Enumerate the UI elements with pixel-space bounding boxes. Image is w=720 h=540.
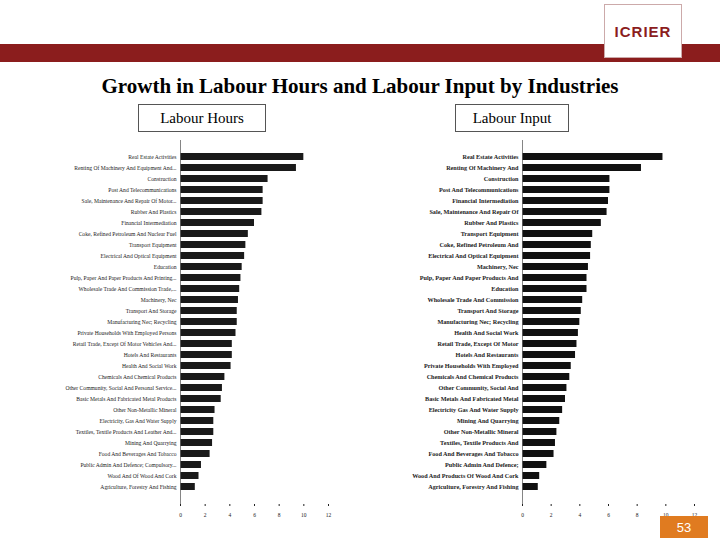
svg-text:Transport And Storage: Transport And Storage — [457, 307, 518, 314]
svg-text:Renting Of Machinery And Equip: Renting Of Machinery And Equipment And..… — [74, 165, 177, 171]
svg-text:10: 10 — [301, 512, 307, 518]
svg-text:Textiles, Textile Products And: Textiles, Textile Products And — [440, 439, 519, 446]
svg-text:Mining And Quarrying: Mining And Quarrying — [125, 440, 177, 446]
svg-text:Hotels And Restaurants: Hotels And Restaurants — [124, 352, 177, 358]
svg-text:Basic Metals And Fabricated Me: Basic Metals And Fabricated Metal — [425, 395, 519, 402]
svg-text:Electricity Gas And Water Supp: Electricity Gas And Water Supply — [429, 406, 520, 413]
svg-text:Electrical And Optical Equipme: Electrical And Optical Equipment — [428, 252, 519, 259]
svg-text:Mining And Quarrying: Mining And Quarrying — [457, 417, 519, 424]
svg-text:Agriculture, Forestry And Fish: Agriculture, Forestry And Fishing — [428, 483, 519, 490]
svg-text:Education: Education — [154, 264, 177, 270]
svg-text:Health And Social Work: Health And Social Work — [122, 363, 177, 369]
svg-text:8: 8 — [278, 512, 281, 518]
svg-text:12: 12 — [326, 512, 332, 518]
html-text:ICRIER: ICRIER — [614, 22, 672, 40]
html-text:Labour Hours: Labour Hours — [160, 109, 244, 126]
svg-text:2: 2 — [550, 512, 553, 518]
svg-text:Other Non-Metallic Mineral: Other Non-Metallic Mineral — [444, 428, 519, 435]
svg-text:6: 6 — [607, 512, 610, 518]
svg-text:Private Households With Employ: Private Households With Employed Persons — [77, 330, 176, 336]
svg-text:Coke, Refined Petroleum And: Coke, Refined Petroleum And — [440, 241, 520, 248]
svg-text:Transport And Storage: Transport And Storage — [126, 308, 177, 314]
svg-text:Post And Telecommunications: Post And Telecommunications — [108, 187, 176, 193]
svg-text:Chemicals And Chemical Product: Chemicals And Chemical Products — [427, 373, 519, 380]
svg-text:Other Community, Social And Pe: Other Community, Social And Personal Ser… — [65, 385, 177, 391]
svg-text:4: 4 — [578, 512, 581, 518]
svg-text:0: 0 — [179, 512, 182, 518]
svg-text:Hotels And Restaurants: Hotels And Restaurants — [456, 351, 520, 358]
html-text:53: 53 — [676, 519, 692, 535]
svg-text:Transport Equipment: Transport Equipment — [461, 230, 520, 237]
svg-text:Chemicals And Chemical Product: Chemicals And Chemical Products — [98, 374, 176, 380]
svg-text:6: 6 — [253, 512, 256, 518]
svg-text:Private Households With Employ: Private Households With Employed — [424, 362, 519, 369]
svg-text:Wood And Products Of Wood And: Wood And Products Of Wood And Cork — [412, 472, 519, 479]
svg-text:Public Admin And Defence; Comp: Public Admin And Defence; Compulsory... — [80, 462, 177, 468]
svg-text:Manufacturing Nec; Recycling: Manufacturing Nec; Recycling — [107, 319, 176, 325]
svg-text:Pulp, Paper And Paper Products: Pulp, Paper And Paper Products And Print… — [71, 275, 178, 281]
svg-text:Sale, Maintenance And Repair O: Sale, Maintenance And Repair Of — [429, 208, 519, 215]
svg-text:Education: Education — [491, 285, 519, 292]
svg-text:Transport Equipment: Transport Equipment — [129, 242, 177, 248]
svg-text:Other Non-Metallic Mineral: Other Non-Metallic Mineral — [113, 407, 177, 413]
svg-text:Public Admin And Defence;: Public Admin And Defence; — [445, 461, 518, 468]
svg-text:Electrical And Optical Equipme: Electrical And Optical Equipment — [101, 253, 177, 259]
svg-text:Financial Intermediation: Financial Intermediation — [452, 197, 519, 204]
svg-text:Renting Of Machinery And: Renting Of Machinery And — [446, 164, 519, 171]
svg-text:Machinery, Nec: Machinery, Nec — [477, 263, 519, 270]
svg-text:Financial Intermediation: Financial Intermediation — [121, 220, 176, 226]
svg-text:Health And Social Work: Health And Social Work — [454, 329, 519, 336]
svg-text:Machinery, Nec: Machinery, Nec — [141, 297, 177, 303]
svg-text:2: 2 — [204, 512, 207, 518]
svg-text:4: 4 — [228, 512, 231, 518]
svg-text:Other Community, Social And: Other Community, Social And — [439, 384, 520, 391]
svg-text:Coke, Refined Petroleum And Nu: Coke, Refined Petroleum And Nuclear Fuel — [79, 231, 177, 237]
svg-text:Rubber And Plastics: Rubber And Plastics — [131, 209, 177, 215]
svg-text:Real Estate Activities: Real Estate Activities — [462, 153, 519, 160]
svg-text:Wholesale Trade And Commission: Wholesale Trade And Commission — [427, 296, 519, 303]
svg-text:Construction: Construction — [484, 175, 519, 182]
svg-text:8: 8 — [636, 512, 639, 518]
svg-text:Post And Telecommunications: Post And Telecommunications — [439, 186, 519, 193]
svg-text:Manufacturing Nec; Recycling: Manufacturing Nec; Recycling — [437, 318, 519, 325]
svg-text:Construction: Construction — [148, 176, 177, 182]
svg-text:Retail Trade, Except Of Motor: Retail Trade, Except Of Motor Vehicles A… — [73, 341, 177, 347]
html-text:Growth in Labour Hours and Lab: Growth in Labour Hours and Labour Input … — [101, 74, 619, 98]
svg-text:Agriculture, Forestry And Fish: Agriculture, Forestry And Fishing — [100, 484, 176, 490]
svg-text:Sale, Maintenance And Repair O: Sale, Maintenance And Repair Of Motor... — [82, 198, 178, 204]
svg-text:Food And Beverages And Tobacco: Food And Beverages And Tobacco — [428, 450, 518, 457]
svg-text:Wood And Of Wood And Cork: Wood And Of Wood And Cork — [107, 473, 176, 479]
svg-text:Wholesale Trade And Commission: Wholesale Trade And Commission Trade,... — [79, 286, 177, 292]
svg-text:Rubber And Plastics: Rubber And Plastics — [464, 219, 519, 226]
svg-text:0: 0 — [521, 512, 524, 518]
html-text:Labour Input: Labour Input — [472, 109, 552, 126]
svg-text:Electricity, Gas And Water Sup: Electricity, Gas And Water Supply — [100, 418, 177, 424]
svg-text:Textiles, Textile Products And: Textiles, Textile Products And Leather A… — [76, 429, 177, 435]
svg-text:Food And Beverages And Tobacco: Food And Beverages And Tobacco — [99, 451, 177, 457]
svg-text:Retail Trade, Except Of Motor: Retail Trade, Except Of Motor — [437, 340, 518, 347]
svg-text:Basic Metals And Fabricated Me: Basic Metals And Fabricated Metal Produc… — [76, 396, 176, 402]
svg-text:Real Estate Activities: Real Estate Activities — [128, 154, 176, 160]
svg-text:Pulp, Paper And Paper Products: Pulp, Paper And Paper Products And — [420, 274, 519, 281]
